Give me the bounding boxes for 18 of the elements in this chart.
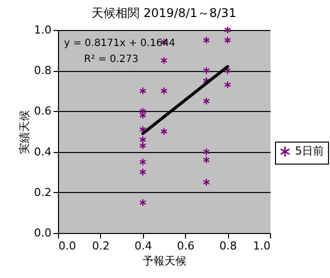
x-tick-label: 0.4 bbox=[134, 240, 152, 252]
annotation: R² = 0.273 bbox=[84, 54, 138, 65]
y-tick-label: 1.0 bbox=[34, 24, 52, 36]
x-tick-label: 0.6 bbox=[176, 240, 194, 252]
x-tick-label: 1.0 bbox=[253, 240, 270, 252]
annotation: y = 0.8171x + 0.1644 bbox=[64, 38, 176, 49]
x-tick-label: 0.8 bbox=[219, 240, 237, 252]
y-tick-label: 0.8 bbox=[34, 64, 52, 78]
legend-label: 5日前 bbox=[295, 144, 324, 158]
y-axis-title: 実績天候 bbox=[18, 110, 32, 154]
x-tick-label: 0.0 bbox=[58, 240, 76, 252]
y-tick-label: 0.6 bbox=[34, 104, 52, 118]
y-tick-label: 0.4 bbox=[34, 145, 52, 158]
y-tick-label: 0.0 bbox=[34, 226, 52, 240]
y-tick-label: 0.2 bbox=[34, 186, 52, 199]
chart-title: 天候相関 2019/8/1～8/31 bbox=[92, 6, 236, 20]
x-axis-title: 予報天候 bbox=[142, 254, 186, 268]
x-tick-label: 0.2 bbox=[92, 240, 110, 252]
